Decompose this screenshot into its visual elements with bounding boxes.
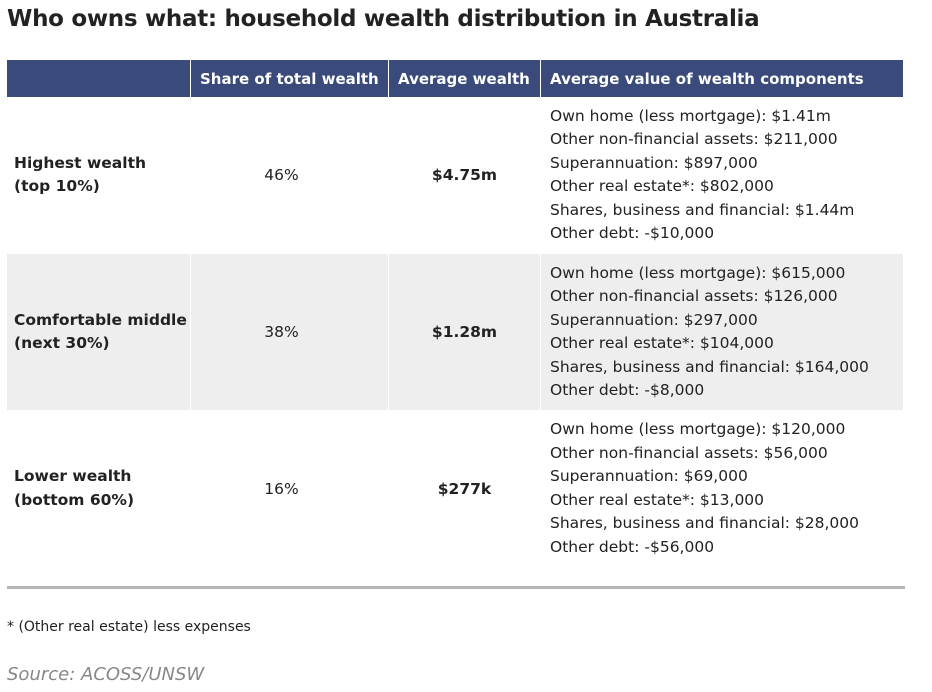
header-row: Share of total wealth Average wealth Ave… [7, 60, 903, 97]
footnote: * (Other real estate) less expenses [7, 619, 251, 635]
component-line: Shares, business and financial: $1.44m [550, 200, 855, 219]
title: Who owns what: household wealth distribu… [7, 6, 760, 32]
table: Share of total wealth Average wealth Ave… [7, 60, 903, 568]
header-cell: Average wealth [389, 60, 541, 97]
row-label-line: (next 30%) [14, 334, 110, 353]
average-cell: $4.75m [389, 97, 541, 254]
component-line: Other non-financial assets: $211,000 [550, 130, 838, 149]
table-row: Highest wealth (top 10%) 46% $4.75m Own home… [7, 97, 903, 254]
header-cell [7, 60, 191, 97]
component-line: Other non-financial assets: $56,000 [550, 443, 828, 462]
components-cell: Own home (less mortgage): $120,000 Other … [541, 410, 903, 567]
share-text: 16% [264, 479, 299, 498]
row-label-line: (top 10%) [14, 177, 100, 196]
share-text: 46% [264, 166, 299, 185]
source: Source: ACOSS/UNSW [7, 664, 205, 685]
component-line: Other real estate*: $802,000 [550, 177, 774, 196]
component-line: Other debt: -$8,000 [550, 381, 705, 400]
component-line: Other debt: -$10,000 [550, 224, 715, 243]
row-label-cell: Lower wealth (bottom 60%) [7, 410, 191, 568]
component-line: Other non-financial assets: $126,000 [550, 287, 838, 306]
header-cell: Share of total wealth [191, 60, 389, 97]
component-line: Other real estate*: $104,000 [550, 334, 774, 353]
row-label-line: Comfortable middle [14, 310, 187, 329]
header-cell: Average value of wealth components [550, 69, 864, 88]
average-cell: $1.28m [389, 253, 541, 411]
average-cell: $277k [389, 410, 541, 568]
row-label-cell: Comfortable middle (next 30%) [7, 253, 191, 411]
table-row: Comfortable middle (next 30%) 38% $1.28m Own… [7, 253, 903, 411]
component-line: Own home (less mortgage): $615,000 [550, 263, 846, 282]
components-cell: Own home (less mortgage): $1.41m Other no… [541, 97, 903, 254]
share-cell: 16% [191, 410, 389, 568]
row-label-line: Lower wealth [14, 467, 132, 486]
table-row: Lower wealth (bottom 60%) 16% $277k Own home… [7, 410, 903, 568]
row-label-cell: Highest wealth (top 10%) [7, 97, 191, 254]
components-cell: Own home (less mortgage): $615,000 Other … [541, 254, 903, 411]
average-text: $1.28m [431, 323, 498, 342]
share-text: 38% [264, 323, 299, 342]
component-line: Superannuation: $69,000 [550, 467, 748, 486]
component-line: Superannuation: $297,000 [550, 310, 758, 329]
share-cell: 46% [191, 97, 389, 254]
divider [7, 586, 905, 589]
row-label-line: (bottom 60%) [14, 490, 135, 509]
average-text: $4.75m [431, 166, 498, 185]
component-line: Own home (less mortgage): $1.41m [550, 106, 831, 125]
share-cell: 38% [191, 253, 389, 411]
average-text: $277k [437, 479, 492, 498]
component-line: Other real estate*: $13,000 [550, 490, 765, 509]
component-line: Own home (less mortgage): $120,000 [550, 420, 846, 439]
component-line: Shares, business and financial: $164,000 [550, 357, 869, 376]
component-line: Shares, business and financial: $28,000 [550, 514, 860, 533]
component-line: Superannuation: $897,000 [550, 153, 758, 172]
component-line: Other debt: -$56,000 [550, 537, 715, 556]
row-label-line: Highest wealth [14, 153, 147, 172]
